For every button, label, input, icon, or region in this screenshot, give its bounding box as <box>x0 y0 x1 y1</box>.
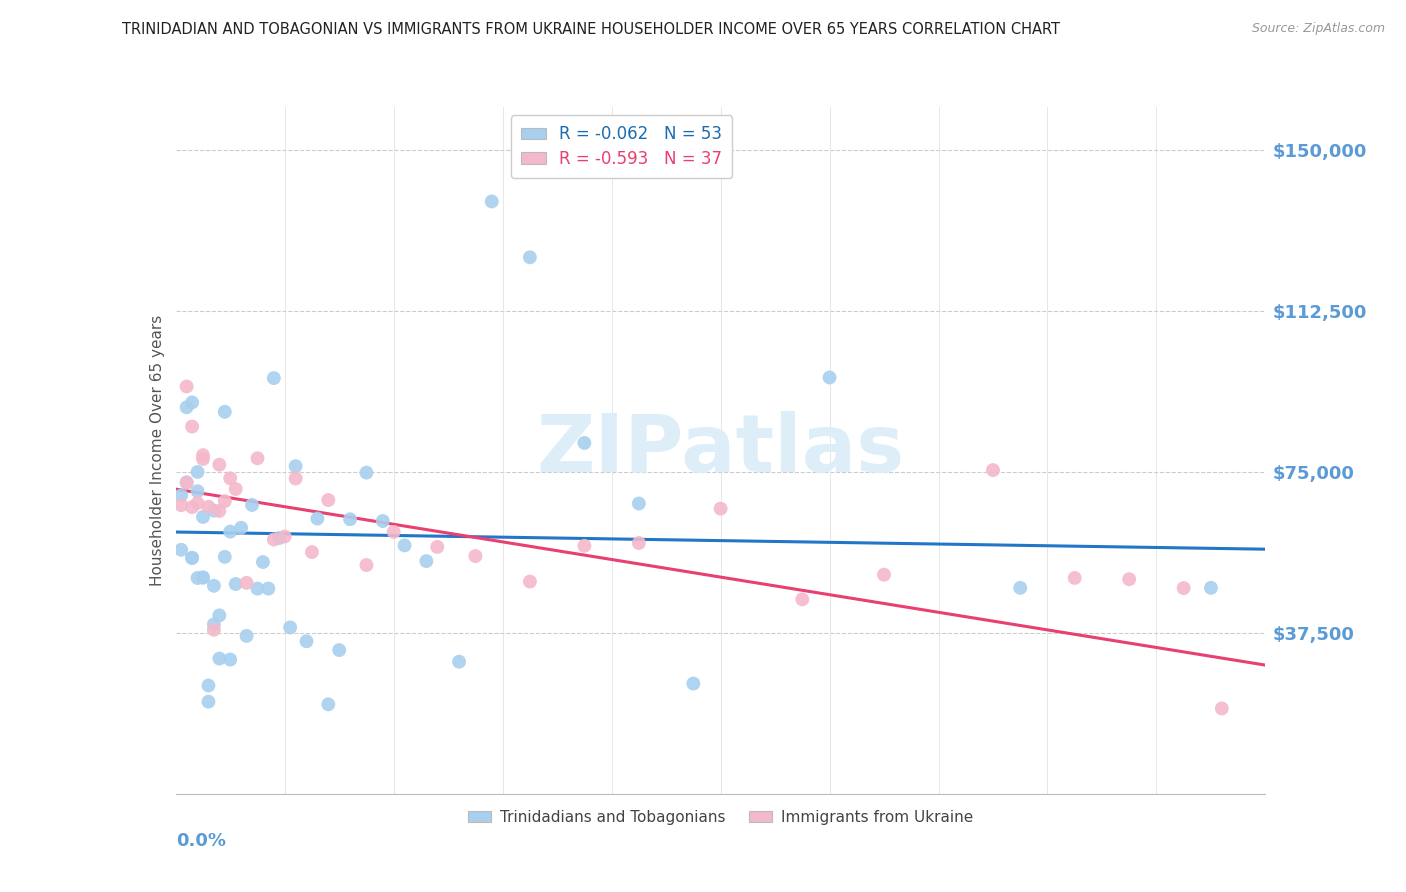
Point <box>181 500 204 515</box>
Point <box>519 574 541 589</box>
Point <box>263 371 285 385</box>
Point <box>873 567 896 582</box>
Point <box>246 451 269 466</box>
Point <box>426 540 449 554</box>
Point <box>382 524 405 539</box>
Point <box>225 577 247 591</box>
Point <box>307 511 329 525</box>
Point <box>1063 571 1085 585</box>
Point <box>214 405 236 419</box>
Y-axis label: Householder Income Over 65 years: Householder Income Over 65 years <box>149 315 165 586</box>
Point <box>519 250 541 264</box>
Point <box>263 533 285 547</box>
Point <box>186 465 209 479</box>
Point <box>202 503 225 517</box>
Point <box>574 436 596 450</box>
Point <box>176 379 198 393</box>
Point <box>170 542 193 557</box>
Point <box>176 401 198 415</box>
Point <box>394 538 416 552</box>
Point <box>225 482 247 496</box>
Point <box>1211 701 1233 715</box>
Point <box>710 501 733 516</box>
Point <box>318 493 340 508</box>
Point <box>219 524 242 539</box>
Point <box>1118 572 1140 586</box>
Point <box>197 500 219 514</box>
Point <box>197 679 219 693</box>
Legend: Trinidadians and Tobagonians, Immigrants from Ukraine: Trinidadians and Tobagonians, Immigrants… <box>463 804 979 830</box>
Point <box>186 484 209 499</box>
Point <box>176 475 198 490</box>
Point <box>191 510 214 524</box>
Text: ZIPatlas: ZIPatlas <box>537 411 904 490</box>
Point <box>202 623 225 637</box>
Point <box>818 370 841 384</box>
Point <box>371 514 394 528</box>
Point <box>356 558 378 572</box>
Point <box>574 539 596 553</box>
Point <box>214 494 236 508</box>
Point <box>464 549 486 563</box>
Point <box>627 536 650 550</box>
Point <box>176 475 198 490</box>
Point <box>481 194 503 209</box>
Point <box>214 549 236 564</box>
Point <box>191 570 214 584</box>
Point <box>252 555 274 569</box>
Point <box>191 571 214 585</box>
Point <box>269 531 291 545</box>
Text: Source: ZipAtlas.com: Source: ZipAtlas.com <box>1251 22 1385 36</box>
Point <box>181 550 204 565</box>
Point <box>202 617 225 632</box>
Point <box>328 643 350 657</box>
Point <box>240 498 263 512</box>
Point <box>415 554 437 568</box>
Point <box>208 458 231 472</box>
Point <box>186 571 209 585</box>
Point <box>295 634 318 648</box>
Point <box>197 695 219 709</box>
Point <box>284 459 307 474</box>
Point <box>274 529 297 543</box>
Point <box>981 463 1004 477</box>
Point <box>181 419 204 434</box>
Point <box>447 655 470 669</box>
Point <box>219 652 242 666</box>
Point <box>191 448 214 462</box>
Point <box>246 582 269 596</box>
Point <box>301 545 323 559</box>
Point <box>682 676 704 690</box>
Point <box>278 620 301 634</box>
Point <box>208 651 231 665</box>
Point <box>208 608 231 623</box>
Point <box>1010 581 1032 595</box>
Text: 0.0%: 0.0% <box>176 831 226 850</box>
Point <box>235 629 257 643</box>
Point <box>202 579 225 593</box>
Text: TRINIDADIAN AND TOBAGONIAN VS IMMIGRANTS FROM UKRAINE HOUSEHOLDER INCOME OVER 65: TRINIDADIAN AND TOBAGONIAN VS IMMIGRANTS… <box>121 22 1060 37</box>
Point <box>235 575 257 590</box>
Point <box>170 488 193 502</box>
Point <box>186 496 209 510</box>
Point <box>792 592 814 607</box>
Point <box>231 521 253 535</box>
Point <box>219 471 242 485</box>
Point <box>627 496 650 510</box>
Point <box>181 395 204 409</box>
Point <box>257 582 280 596</box>
Point <box>170 498 193 512</box>
Point <box>318 698 340 712</box>
Point <box>191 452 214 467</box>
Point <box>356 466 378 480</box>
Point <box>208 504 231 518</box>
Point <box>1173 581 1195 595</box>
Point <box>339 512 361 526</box>
Point <box>284 471 307 485</box>
Point <box>1199 581 1222 595</box>
Point <box>181 550 204 565</box>
